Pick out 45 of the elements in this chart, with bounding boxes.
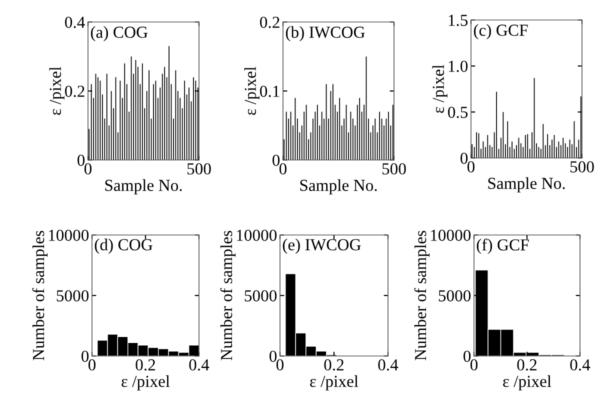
y-tick-label: 0: [82, 350, 89, 362]
x-axis-title: Sample No.: [488, 177, 565, 192]
y-tick-label: 0.4: [65, 16, 85, 28]
y-axis-title: ε /pixel: [432, 64, 448, 113]
x-axis-title: ε /pixel: [503, 375, 552, 390]
y-tick-label: 5000: [244, 290, 277, 302]
y-axis-title: Number of samples: [220, 230, 236, 360]
x-axis-title: ε /pixel: [310, 375, 358, 390]
x-axis-title: Sample No.: [300, 179, 377, 194]
x-axis-title: Sample No.: [105, 179, 182, 194]
y-tick-label: 0: [460, 152, 468, 164]
x-tick-label: 0.4: [570, 359, 590, 371]
y-tick-label: 0.2: [65, 86, 84, 98]
x-tick-label: 0.2: [324, 359, 344, 371]
y-tick-label: 10000: [431, 230, 471, 241]
y-tick-label: 10000: [237, 230, 277, 241]
annotation: (c) GCF: [474, 24, 528, 40]
x-tick-label: 0.4: [378, 359, 398, 371]
annotation: (b) IWCOG: [286, 26, 365, 42]
y-tick-label: 0: [270, 350, 277, 362]
y-tick-label: 0.5: [448, 106, 468, 118]
y-tick-label: 10000: [49, 230, 89, 241]
x-tick-label: 0.2: [136, 359, 155, 371]
annotation: (e) IWCOG: [282, 238, 361, 254]
x-tick-label: 500: [187, 163, 211, 175]
x-tick-label: 500: [570, 161, 594, 173]
y-axis-title: Number of samples: [414, 230, 430, 360]
x-tick-label: 0: [279, 163, 287, 175]
y-tick-label: 0.2: [260, 16, 280, 28]
y-tick-label: 0.1: [260, 86, 280, 98]
x-tick-label: 500: [382, 163, 406, 175]
y-axis-title: ε /pixel: [244, 66, 260, 115]
y-tick-label: 1.0: [448, 60, 468, 72]
y-tick-label: 5000: [438, 290, 471, 302]
x-tick-label: 0.4: [189, 359, 210, 371]
annotation: (f) GCF: [476, 238, 529, 254]
y-tick-label: 0: [464, 350, 471, 362]
y-tick-label: 1.5: [448, 14, 468, 26]
annotation: (d) COG: [94, 238, 152, 254]
x-tick-label: 0.2: [517, 359, 536, 371]
x-axis-title: ε /pixel: [122, 375, 170, 390]
y-tick-label: 5000: [56, 290, 89, 302]
y-axis-title: ε /pixel: [49, 66, 64, 115]
annotation: (a) COG: [90, 26, 148, 42]
y-axis-title: Number of samples: [32, 230, 48, 360]
